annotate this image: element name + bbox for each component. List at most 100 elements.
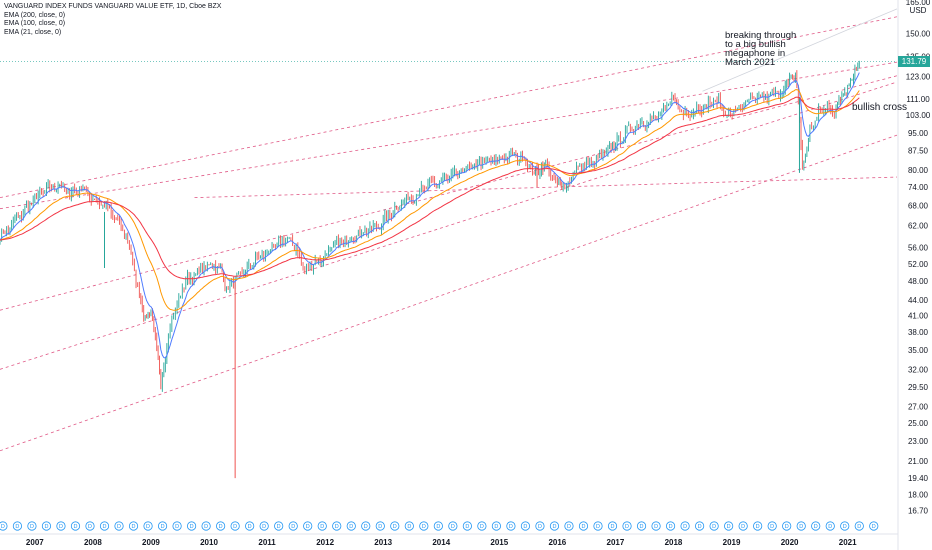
ema-200-line [0, 96, 860, 280]
dividend-label: D [480, 524, 484, 530]
dividend-marker [695, 521, 705, 531]
y-tick-label: 103.00 [906, 111, 931, 120]
dividend-label: D [494, 524, 498, 530]
dividend-label: D [306, 524, 310, 530]
legend-title: VANGUARD INDEX FUNDS VANGUARD VALUE ETF,… [4, 3, 222, 10]
dividend-label: D [596, 524, 600, 530]
dividend-marker [796, 521, 806, 531]
dividend-label: D [451, 524, 455, 530]
dividend-label: D [161, 524, 165, 530]
time-axis[interactable]: 2007 2008 2009 2010 2011 2012 2013 2014 2015 2016… [0, 533, 898, 547]
dividend-label: D [640, 524, 644, 530]
dividend-marker [41, 521, 52, 531]
dividend-marker [680, 521, 690, 531]
dividend-marker [578, 521, 589, 531]
y-tick-label: 62.00 [908, 222, 929, 231]
dividend-marker [840, 521, 850, 531]
annotation-line: megaphone in [725, 48, 786, 59]
ema-21-line [0, 72, 860, 359]
dividend-label: D [756, 524, 760, 530]
dividend-marker [477, 521, 487, 531]
dividend-label: D [407, 524, 411, 530]
x-tick-label: 2008 [84, 538, 102, 547]
dividend-marker [143, 521, 153, 531]
dividend-label: D [523, 524, 527, 530]
y-tick-label: 48.00 [908, 277, 929, 286]
dividend-marker [12, 521, 23, 531]
y-tick-label: 80.00 [908, 166, 929, 175]
dividend-label: D [625, 524, 629, 530]
y-tick-label: 19.40 [908, 474, 929, 483]
dividend-label: D [44, 524, 48, 530]
ema-lines [0, 72, 860, 359]
dividend-marker [448, 521, 458, 531]
dividend-marker [665, 521, 676, 531]
y-tick-label: 44.00 [908, 296, 929, 305]
dividend-marker [767, 521, 777, 531]
y-tick-label: 16.70 [908, 507, 929, 516]
y-tick-label: 32.00 [908, 365, 929, 374]
dividend-marker [404, 521, 414, 531]
dividend-marker [99, 521, 110, 531]
dividend-marker [230, 521, 240, 531]
y-tick-label: 23.00 [908, 437, 929, 446]
dividend-label: D [814, 524, 818, 530]
dividend-marker [390, 521, 400, 531]
dividend-marker [259, 521, 269, 531]
dividend-label: D [262, 524, 266, 530]
dividend-label: D [15, 524, 19, 530]
dividend-label: D [872, 524, 876, 530]
dividend-label: D [567, 524, 571, 530]
x-tick-label: 2020 [781, 538, 799, 547]
legend-ema100: EMA (100, close, 0) [4, 20, 66, 27]
dividend-marker [172, 521, 182, 531]
dividend-marker [549, 521, 560, 531]
dividend-label: D [843, 524, 847, 530]
dividend-marker [869, 521, 879, 531]
trendline [0, 61, 898, 210]
dividend-label: D [727, 524, 731, 530]
dividend-marker [636, 521, 647, 531]
dividend-marker [0, 521, 8, 531]
dividend-label: D [509, 524, 513, 530]
x-tick-label: 2019 [723, 538, 741, 547]
dividend-marker [564, 521, 574, 531]
annotation-breakout: breaking through to a big bullish megaph… [725, 30, 797, 68]
x-tick-label: 2013 [374, 538, 392, 547]
dividend-marker [607, 521, 618, 531]
annotation-line: breaking through [725, 30, 797, 41]
y-tick-label: 150.00 [906, 30, 931, 39]
dividend-label: D [683, 524, 687, 530]
dividend-label: D [393, 524, 397, 530]
y-tick-label: 56.00 [908, 244, 929, 253]
dividend-marker [375, 521, 385, 531]
dividend-label: D [233, 524, 237, 530]
trendline [0, 75, 898, 311]
y-tick-label: 95.00 [908, 129, 929, 138]
dividend-label: D [698, 524, 702, 530]
dividend-marker [114, 521, 124, 531]
dividend-marker [462, 521, 472, 531]
dividend-label: D [219, 524, 223, 530]
trendlines [0, 8, 898, 452]
y-tick-label: 38.00 [908, 328, 929, 337]
dividend-label: D [1, 524, 5, 530]
dividend-marker [274, 521, 284, 531]
dividend-marker [433, 521, 443, 531]
dividend-marker [288, 521, 298, 531]
currency-label: USD [910, 6, 927, 15]
dividend-marker [622, 521, 632, 531]
y-tick-label: 68.00 [908, 201, 929, 210]
annotation-cross: bullish cross [852, 102, 908, 113]
price-axis[interactable]: 150.00135.00123.00111.00103.0095.0087.50… [897, 0, 931, 550]
dividend-label: D [364, 524, 368, 530]
dividend-marker [216, 521, 226, 531]
dividend-label: D [785, 524, 789, 530]
dividend-marker [70, 521, 81, 531]
y-tick-label: 123.00 [906, 73, 931, 82]
dividend-marker [186, 521, 197, 531]
dividend-marker [593, 521, 603, 531]
dividend-marker [419, 521, 429, 531]
x-tick-label: 2016 [548, 538, 566, 547]
